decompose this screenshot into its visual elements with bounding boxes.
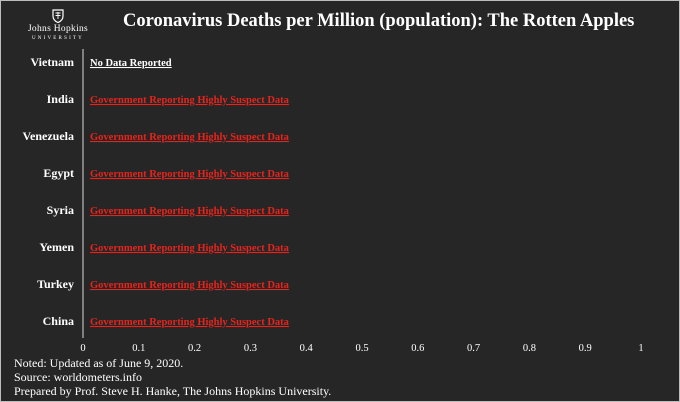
x-tick-label: 0.6 <box>411 343 424 354</box>
annotation-vietnam: No Data Reported <box>90 58 172 69</box>
x-tick-label: 0.1 <box>132 343 145 354</box>
x-tick-label: 0.9 <box>579 343 592 354</box>
x-tick-label: 0.2 <box>188 343 201 354</box>
category-label-india: India <box>47 92 74 106</box>
footnotes: Noted: Updated as of June 9, 2020. Sourc… <box>14 356 331 398</box>
logo-sub: UNIVERSITY <box>32 36 84 41</box>
category-label-venezuela: Venezuela <box>22 129 74 143</box>
category-label-china: China <box>43 314 74 328</box>
category-label-vietnam: Vietnam <box>30 55 74 69</box>
annotation-venezuela: Government Reporting Highly Suspect Data <box>90 132 290 143</box>
x-tick-label: 0.7 <box>467 343 480 354</box>
chart-title: Coronavirus Deaths per Million (populati… <box>123 11 635 31</box>
annotation-turkey: Government Reporting Highly Suspect Data <box>90 280 290 291</box>
x-tick-label: 0.5 <box>355 343 368 354</box>
x-tick-label: 0.3 <box>244 343 257 354</box>
x-tick-label: 0 <box>80 343 85 354</box>
logo-name: Johns Hopkins <box>27 24 89 34</box>
annotation-india: Government Reporting Highly Suspect Data <box>90 95 290 106</box>
category-label-syria: Syria <box>47 203 74 217</box>
annotation-egypt: Government Reporting Highly Suspect Data <box>90 169 290 180</box>
note-prepared-by: Prepared by Prof. Steve H. Hanke, The Jo… <box>14 384 332 398</box>
note-updated: Noted: Updated as of June 9, 2020. <box>14 356 184 370</box>
note-source: Source: worldometers.info <box>14 370 142 384</box>
johns-hopkins-logo: Johns Hopkins UNIVERSITY <box>21 9 95 43</box>
annotation-yemen: Government Reporting Highly Suspect Data <box>90 243 290 254</box>
annotation-china: Government Reporting Highly Suspect Data <box>90 317 290 328</box>
category-label-yemen: Yemen <box>39 240 74 254</box>
category-label-egypt: Egypt <box>43 166 74 180</box>
x-tick-label: 0.4 <box>300 343 314 354</box>
category-label-turkey: Turkey <box>37 277 74 291</box>
shield-icon <box>52 9 64 23</box>
x-tick-label: 0.8 <box>523 343 536 354</box>
annotation-syria: Government Reporting Highly Suspect Data <box>90 206 290 217</box>
x-tick-label: 1 <box>638 343 643 354</box>
